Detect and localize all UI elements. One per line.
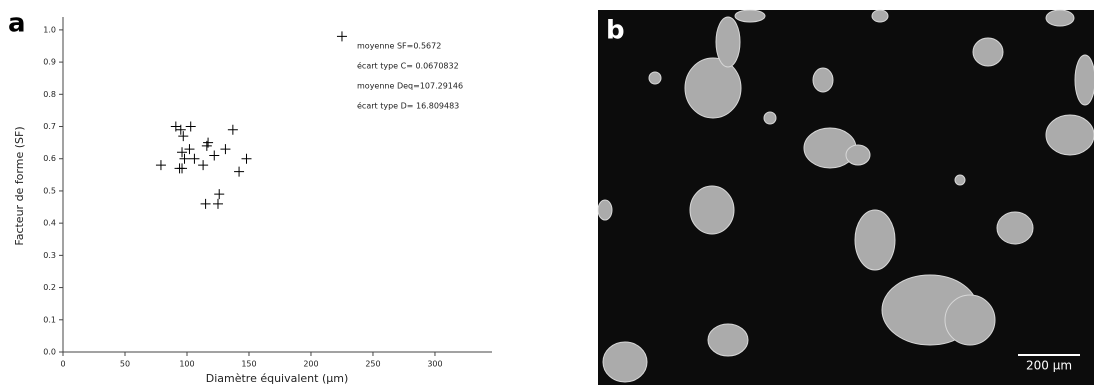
scale-bar-label: 200 µm bbox=[1026, 359, 1072, 373]
point bbox=[189, 153, 200, 164]
point bbox=[175, 124, 186, 135]
annotation: moyenne SF=0.5672 bbox=[357, 42, 441, 51]
micrograph: b 200 µm bbox=[597, 9, 1094, 385]
y-tick-label: 0.0 bbox=[43, 348, 56, 357]
y-axis-label: Facteur de forme (SF) bbox=[13, 126, 26, 245]
panel-label: a bbox=[8, 9, 26, 39]
y-tick-label: 0.3 bbox=[43, 251, 56, 260]
point bbox=[234, 166, 245, 177]
point bbox=[212, 198, 223, 209]
point bbox=[201, 140, 212, 151]
point bbox=[209, 150, 220, 161]
point bbox=[198, 160, 209, 171]
panel-label: b bbox=[606, 16, 625, 46]
point bbox=[220, 144, 231, 155]
x-tick-label: 200 bbox=[303, 360, 318, 369]
point bbox=[177, 147, 188, 158]
annotation: moyenne Deq=107.29146 bbox=[357, 82, 463, 91]
y-tick-label: 0.5 bbox=[43, 186, 56, 195]
point bbox=[155, 160, 166, 171]
y-tick-label: 0.1 bbox=[43, 315, 56, 324]
x-tick-label: 50 bbox=[120, 360, 130, 369]
x-tick-label: 100 bbox=[179, 360, 194, 369]
y-tick-label: 0.8 bbox=[43, 90, 56, 99]
y-tick-label: 0.7 bbox=[43, 122, 56, 131]
x-tick-label: 150 bbox=[241, 360, 256, 369]
x-axis-label: Diamètre équivalent (µm) bbox=[206, 372, 349, 385]
y-tick-label: 0.9 bbox=[43, 58, 56, 67]
point bbox=[179, 153, 190, 164]
y-tick-label: 0.6 bbox=[43, 154, 56, 163]
y-tick-label: 1.0 bbox=[43, 25, 56, 34]
x-tick-label: 300 bbox=[427, 360, 442, 369]
point bbox=[184, 144, 195, 155]
point bbox=[241, 153, 252, 164]
point bbox=[177, 163, 188, 174]
x-tick-label: 250 bbox=[365, 360, 380, 369]
point bbox=[185, 121, 196, 132]
annotation: écart type C= 0.0670832 bbox=[357, 61, 459, 71]
y-tick-label: 0.2 bbox=[43, 283, 56, 292]
point bbox=[336, 31, 347, 42]
point bbox=[200, 198, 211, 209]
point bbox=[227, 124, 238, 135]
annotation: écart type D= 16.809483 bbox=[357, 101, 459, 111]
point bbox=[178, 131, 189, 142]
x-tick-label: 0 bbox=[60, 360, 65, 369]
y-tick-label: 0.4 bbox=[43, 219, 56, 228]
point bbox=[214, 189, 225, 200]
